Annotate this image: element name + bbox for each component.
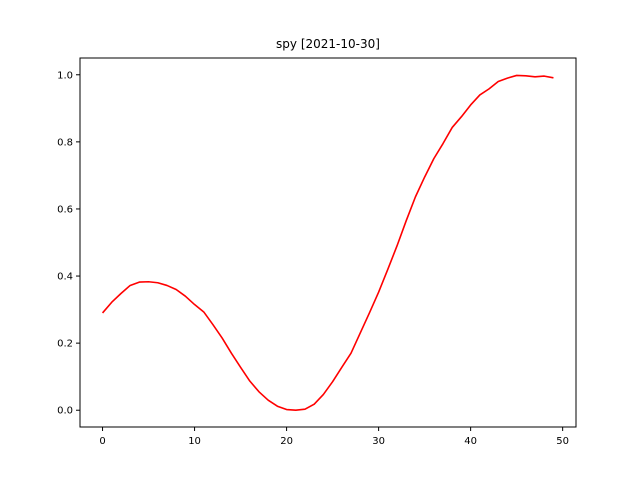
series-line (101, 74, 554, 412)
y-tick-label: 0.2 (57, 339, 73, 350)
plot-area (101, 74, 554, 412)
x-tick-label: 20 (280, 436, 293, 447)
x-tick-label: 30 (372, 436, 385, 447)
x-tick-label: 50 (556, 436, 569, 447)
y-tick-label: 0.8 (57, 137, 73, 148)
x-tick-label: 0 (99, 436, 105, 447)
x-axis: 0 10 20 30 40 50 (99, 427, 569, 447)
chart-title: spy [2021-10-30] (276, 37, 380, 51)
y-tick-label: 0.0 (57, 406, 73, 417)
y-axis: 0.0 0.2 0.4 0.6 0.8 1.0 (57, 70, 80, 417)
x-tick-label: 40 (464, 436, 477, 447)
y-tick-label: 0.6 (57, 204, 73, 215)
y-tick-label: 0.4 (57, 272, 73, 283)
axes-frame (79, 57, 577, 428)
y-tick-label: 1.0 (57, 70, 73, 81)
x-tick-label: 10 (188, 436, 201, 447)
